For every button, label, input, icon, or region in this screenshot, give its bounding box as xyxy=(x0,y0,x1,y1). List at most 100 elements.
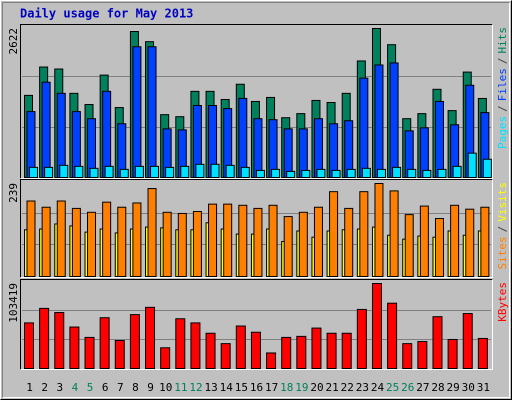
legend: KBytes xyxy=(496,282,509,322)
bar xyxy=(344,207,354,277)
x-tick-label: 14 xyxy=(220,381,234,394)
bar xyxy=(313,206,323,277)
bar xyxy=(271,168,281,179)
bar xyxy=(326,332,337,370)
x-tick-label: 21 xyxy=(326,381,339,394)
bar xyxy=(434,100,444,178)
bar xyxy=(437,168,447,179)
x-tick-label: 22 xyxy=(341,381,354,394)
bar xyxy=(419,205,429,277)
bar xyxy=(177,212,187,277)
x-tick-label: 8 xyxy=(132,381,139,394)
bar xyxy=(195,163,205,179)
bar xyxy=(359,77,369,178)
bar xyxy=(447,338,458,369)
bar xyxy=(89,167,99,178)
bar xyxy=(316,168,326,179)
legend-entry: Files xyxy=(496,68,509,101)
x-tick-label: 24 xyxy=(371,381,385,394)
x-tick-label: 10 xyxy=(159,381,172,394)
x-tick-label: 31 xyxy=(477,381,490,394)
bar xyxy=(253,118,263,178)
bar xyxy=(175,318,186,369)
bar xyxy=(235,325,246,370)
x-tick-label: 17 xyxy=(265,381,278,394)
bar xyxy=(192,211,202,277)
bar xyxy=(268,119,278,178)
x-tick-label: 16 xyxy=(250,381,263,394)
bar xyxy=(208,203,218,277)
x-tick-label: 7 xyxy=(117,381,124,394)
legend-entry: Pages xyxy=(496,116,509,149)
bar xyxy=(210,163,220,179)
x-tick-label: 4 xyxy=(72,381,79,394)
legend-separator: / xyxy=(496,105,509,112)
x-tick-label: 3 xyxy=(57,381,64,394)
bar xyxy=(346,168,356,179)
legend: Sites / Visits xyxy=(496,182,509,270)
x-tick-label: 29 xyxy=(447,381,460,394)
bar xyxy=(104,165,114,179)
bar xyxy=(465,208,475,277)
bar xyxy=(71,207,81,277)
bar xyxy=(432,316,443,370)
bar xyxy=(54,312,65,370)
bar xyxy=(477,337,488,370)
bar xyxy=(132,46,142,178)
bar xyxy=(452,165,462,179)
x-tick-label: 1 xyxy=(26,381,33,394)
panel-border-dark xyxy=(20,279,493,370)
bar xyxy=(165,166,175,179)
bar xyxy=(407,168,417,179)
y-tick-label: 103419 xyxy=(7,283,20,323)
bar xyxy=(482,158,492,178)
bar xyxy=(389,190,399,278)
bar xyxy=(402,343,413,369)
legend-entry: Sites xyxy=(496,236,509,269)
bar xyxy=(44,166,54,179)
bar xyxy=(268,204,278,278)
bar xyxy=(329,191,339,278)
x-tick-label: 13 xyxy=(204,381,217,394)
x-tick-label: 11 xyxy=(174,381,187,394)
bar xyxy=(41,81,51,178)
bar xyxy=(450,204,460,278)
legend-separator: / xyxy=(496,226,509,233)
bar xyxy=(361,167,371,178)
x-tick-label: 27 xyxy=(416,381,429,394)
bar xyxy=(162,211,172,277)
bar xyxy=(266,352,277,369)
legend-entry: Hits xyxy=(496,27,509,54)
bar xyxy=(240,166,250,179)
bar xyxy=(298,211,308,277)
legend-entry: Visits xyxy=(496,182,509,222)
chart-title: Daily usage for May 2013 xyxy=(20,7,193,21)
bar xyxy=(84,336,95,370)
bar xyxy=(129,314,140,369)
x-tick-label: 23 xyxy=(356,381,369,394)
bar xyxy=(99,317,110,369)
bar xyxy=(134,165,144,179)
bar xyxy=(24,322,34,369)
bar xyxy=(356,308,367,369)
x-tick-label: 28 xyxy=(431,381,444,394)
bar xyxy=(255,169,265,178)
bar xyxy=(147,188,157,277)
x-tick-label: 9 xyxy=(147,381,154,394)
bar xyxy=(147,46,157,178)
bar xyxy=(250,331,261,369)
bar xyxy=(417,341,428,370)
bar xyxy=(376,168,386,179)
bar xyxy=(404,214,414,277)
bar xyxy=(371,283,382,369)
x-tick-label: 20 xyxy=(310,381,323,394)
panel-border-dark xyxy=(20,179,493,278)
bar xyxy=(41,206,51,277)
x-tick-label: 18 xyxy=(280,381,293,394)
bar xyxy=(422,169,432,178)
bar xyxy=(102,90,112,178)
bar xyxy=(331,169,341,178)
